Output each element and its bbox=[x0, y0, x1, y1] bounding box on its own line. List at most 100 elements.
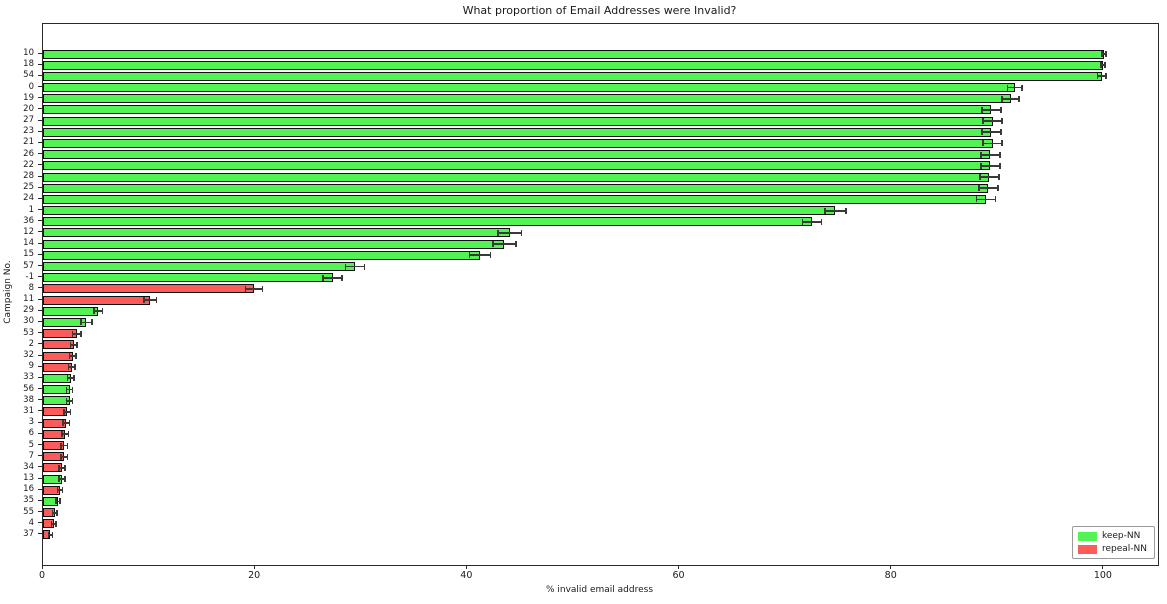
y-tick-mark bbox=[38, 108, 42, 110]
bar-campaign-20 bbox=[43, 105, 992, 115]
error-bar-cap bbox=[69, 408, 72, 415]
y-tick-mark bbox=[38, 455, 42, 457]
y-tick-mark bbox=[38, 522, 42, 524]
bar-campaign-54 bbox=[43, 71, 1102, 81]
error-bar bbox=[981, 109, 1001, 111]
error-bar bbox=[1100, 64, 1105, 67]
bar-campaign-18 bbox=[43, 60, 1103, 70]
y-tick-mark bbox=[38, 141, 42, 143]
error-bar bbox=[492, 243, 517, 246]
legend-label: keep-NN bbox=[1101, 531, 1141, 541]
error-bar bbox=[64, 411, 71, 413]
error-bar-cap bbox=[978, 174, 981, 181]
y-tick-mark bbox=[38, 343, 42, 345]
error-bar bbox=[68, 366, 75, 369]
bar-campaign-36 bbox=[43, 217, 813, 227]
repeal-nn-swatch bbox=[1077, 544, 1097, 554]
error-bar bbox=[1007, 86, 1023, 89]
bar-campaign-57 bbox=[43, 262, 355, 272]
error-bar-cap bbox=[54, 498, 57, 505]
error-bar-cap bbox=[66, 442, 69, 449]
bar-campaign-27 bbox=[43, 116, 993, 126]
error-bar-cap bbox=[76, 341, 78, 348]
y-tick-label: 24 bbox=[23, 193, 34, 204]
chart-title: What proportion of Email Addresses were … bbox=[462, 4, 737, 17]
bar-campaign-21 bbox=[43, 138, 993, 148]
y-tick-mark bbox=[38, 499, 42, 501]
error-bar-cap bbox=[999, 162, 1001, 169]
error-bar-cap bbox=[101, 308, 104, 315]
y-tick-mark bbox=[38, 365, 42, 367]
error-bar-cap bbox=[1096, 73, 1099, 80]
error-bar-cap bbox=[91, 319, 93, 326]
error-bar-cap bbox=[982, 140, 984, 147]
y-tick-label: 37 bbox=[23, 528, 34, 539]
bar-campaign-25 bbox=[43, 183, 989, 193]
y-tick-mark bbox=[38, 287, 42, 289]
error-bar bbox=[824, 209, 847, 212]
y-tick-label: 28 bbox=[23, 171, 34, 182]
error-bar-cap bbox=[63, 408, 65, 415]
bar-campaign-1 bbox=[43, 206, 836, 216]
y-tick-label: 16 bbox=[23, 484, 34, 495]
error-bar bbox=[976, 198, 996, 201]
bar-campaign-26 bbox=[43, 150, 991, 160]
error-bar bbox=[981, 131, 1001, 134]
y-tick-label: 55 bbox=[23, 506, 34, 517]
error-bar-cap bbox=[55, 509, 58, 516]
error-bar bbox=[245, 288, 263, 290]
x-tick-label: 60 bbox=[672, 570, 685, 581]
error-bar bbox=[978, 187, 998, 190]
error-bar-cap bbox=[1104, 62, 1106, 69]
error-bar bbox=[63, 422, 70, 425]
error-bar-cap bbox=[344, 263, 347, 270]
y-tick-label: 57 bbox=[23, 260, 34, 271]
error-bar-cap bbox=[62, 420, 64, 427]
y-tick-label: 32 bbox=[23, 350, 34, 361]
y-tick-mark bbox=[38, 153, 42, 155]
error-bar bbox=[61, 455, 68, 458]
error-bar-cap bbox=[341, 274, 343, 281]
error-bar-cap bbox=[65, 386, 68, 393]
error-bar-cap bbox=[975, 196, 978, 203]
y-tick-label: 56 bbox=[23, 383, 34, 394]
y-tick-label: 5 bbox=[28, 439, 34, 450]
error-bar-cap bbox=[980, 162, 982, 169]
y-tick-label: 38 bbox=[23, 394, 34, 405]
error-bar bbox=[58, 466, 66, 469]
y-tick-label: 0 bbox=[28, 81, 34, 92]
y-tick-label: 15 bbox=[23, 249, 34, 260]
error-bar-cap bbox=[244, 285, 247, 292]
y-tick-mark bbox=[38, 354, 42, 356]
error-bar-cap bbox=[1006, 84, 1009, 91]
bar-campaign--1 bbox=[43, 273, 333, 283]
error-bar bbox=[55, 500, 60, 503]
y-tick-label: 22 bbox=[23, 159, 34, 170]
error-bar bbox=[982, 142, 1003, 145]
legend-label: repeal-NN bbox=[1101, 544, 1147, 554]
bar-campaign-8 bbox=[43, 284, 255, 294]
error-bar-cap bbox=[75, 353, 77, 360]
x-tick-mark bbox=[41, 565, 43, 569]
error-bar bbox=[61, 444, 68, 447]
x-tick-label: 100 bbox=[1093, 570, 1112, 581]
bar-campaign-24 bbox=[43, 194, 987, 204]
error-bar-cap bbox=[322, 274, 324, 281]
bar-campaign-28 bbox=[43, 172, 990, 182]
error-bar bbox=[498, 232, 522, 234]
y-tick-label: 18 bbox=[23, 59, 34, 70]
error-bar-cap bbox=[1105, 73, 1107, 80]
y-tick-label: 9 bbox=[28, 361, 34, 372]
error-bar-cap bbox=[71, 386, 74, 393]
y-tick-label: 27 bbox=[23, 115, 34, 126]
legend-item-repeal-nn: repeal-NN bbox=[1077, 544, 1147, 554]
bar-campaign-10 bbox=[43, 49, 1104, 59]
error-bar-cap bbox=[50, 520, 53, 527]
error-bar bbox=[66, 399, 73, 402]
error-bar bbox=[323, 276, 343, 279]
x-tick-label: 80 bbox=[884, 570, 897, 581]
y-tick-mark bbox=[38, 376, 42, 378]
error-bar-cap bbox=[56, 487, 59, 494]
error-bar-cap bbox=[489, 252, 492, 259]
